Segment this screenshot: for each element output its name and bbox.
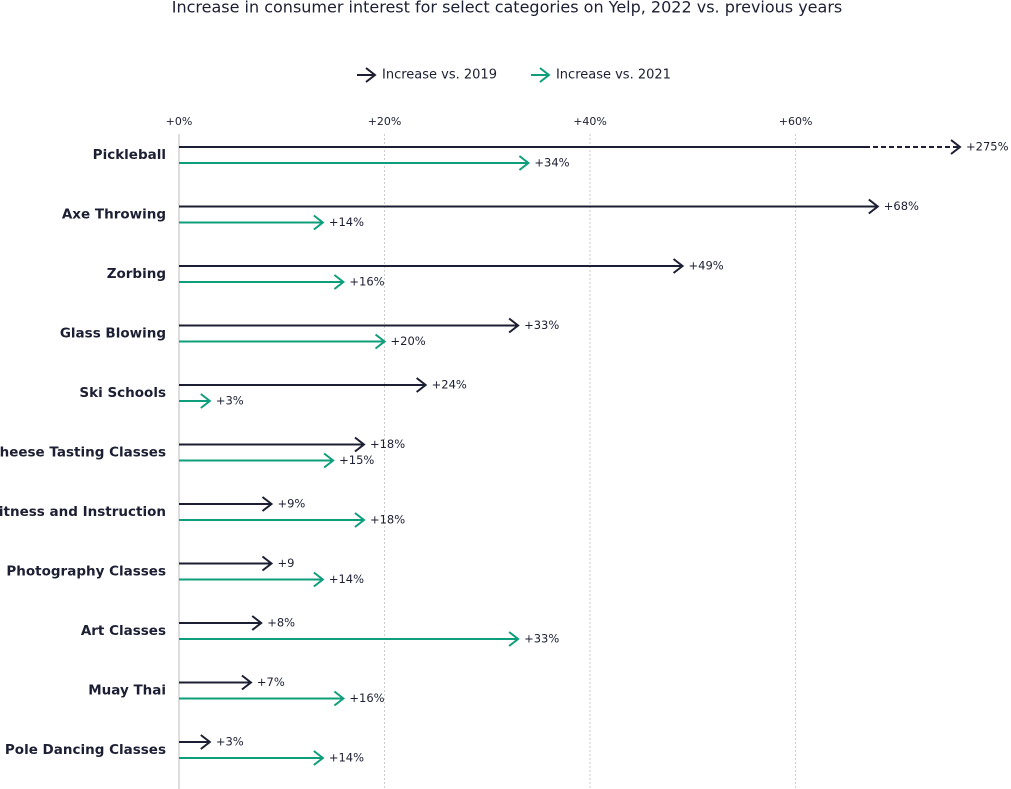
- arrow-head: [200, 734, 212, 750]
- value-label: +7%: [257, 675, 285, 689]
- arrow-head: [354, 512, 366, 528]
- arrow-head: [374, 333, 387, 350]
- value-label: +18%: [370, 437, 405, 451]
- value-label: +33%: [524, 318, 559, 332]
- value-label: +49%: [689, 259, 724, 273]
- chart-title: Increase in consumer interest for select…: [172, 0, 842, 17]
- arrow-head: [354, 436, 366, 453]
- arrow-head: [365, 67, 377, 83]
- value-label: +15%: [339, 453, 374, 467]
- category-label: Pole Dancing Classes: [5, 742, 166, 758]
- arrow-head: [416, 377, 428, 393]
- value-label: +14%: [329, 751, 364, 765]
- arrow-head: [313, 214, 325, 231]
- value-label: +275%: [966, 140, 1009, 154]
- arrow-head: [508, 317, 520, 334]
- x-tick-label: +20%: [368, 115, 402, 128]
- value-label: +24%: [432, 378, 467, 392]
- arrow-head: [333, 274, 346, 290]
- arrow: [179, 198, 880, 215]
- arrow: [179, 674, 253, 691]
- value-label: +34%: [534, 156, 569, 170]
- category-label: Axe Throwing: [62, 207, 166, 223]
- category-label: Muay Thai: [88, 683, 166, 699]
- arrow: [179, 393, 212, 409]
- arrow: [179, 214, 325, 231]
- arrow: [179, 377, 428, 393]
- arrow-head: [672, 258, 685, 274]
- value-label: +3%: [216, 735, 244, 749]
- value-label: +16%: [349, 691, 384, 705]
- arrow-head: [868, 198, 880, 215]
- arrow-head: [313, 750, 325, 766]
- arrow: [179, 274, 346, 290]
- x-tick-label: +40%: [573, 115, 607, 128]
- arrow-head: [261, 555, 274, 572]
- arrow: [179, 496, 274, 512]
- arrow: [179, 436, 366, 453]
- arrow-head: [313, 571, 325, 588]
- value-label: +9%: [277, 497, 305, 511]
- arrow-head: [950, 139, 962, 155]
- value-label: +18%: [370, 513, 405, 527]
- category-label: Cheese Tasting Classes: [0, 445, 166, 461]
- value-label: +9: [277, 556, 294, 570]
- arrow: [179, 333, 387, 350]
- arrow-head: [539, 67, 551, 83]
- legend-label: Increase vs. 2021: [556, 68, 671, 83]
- arrow: [179, 258, 685, 274]
- arrow-head: [508, 631, 520, 647]
- x-tick-label: +0%: [166, 115, 193, 128]
- arrow: [179, 512, 366, 528]
- category-label: Art Classes: [81, 623, 166, 639]
- arrow-head: [241, 674, 253, 691]
- arrow: [179, 555, 274, 572]
- arrow-head: [333, 690, 346, 707]
- category-label: Pickleball: [93, 147, 166, 163]
- arrow: [179, 631, 520, 647]
- value-label: +3%: [216, 394, 244, 408]
- value-label: +16%: [349, 275, 384, 289]
- value-label: +8%: [267, 616, 295, 630]
- category-label: Zorbing: [107, 266, 166, 282]
- arrow: [179, 750, 325, 766]
- arrow: [179, 615, 263, 631]
- arrow-head: [200, 393, 212, 409]
- arrow: [179, 452, 335, 469]
- value-label: +14%: [329, 215, 364, 229]
- arrow-head: [261, 496, 274, 512]
- value-label: +20%: [391, 334, 426, 348]
- arrow: [179, 139, 962, 155]
- value-label: +68%: [884, 199, 919, 213]
- x-tick-label: +60%: [779, 115, 813, 128]
- arrow: [179, 734, 212, 750]
- category-label: Photography Classes: [6, 564, 166, 580]
- arrow: [179, 155, 531, 171]
- arrow: [179, 571, 325, 588]
- arrow-head: [518, 155, 531, 171]
- category-label: Fitness and Instruction: [0, 504, 166, 520]
- category-label: Glass Blowing: [60, 326, 166, 342]
- legend-label: Increase vs. 2019: [382, 68, 497, 83]
- value-label: +14%: [329, 572, 364, 586]
- arrow: [179, 690, 346, 707]
- arrow-head: [251, 615, 263, 631]
- category-label: Ski Schools: [79, 385, 166, 401]
- value-label: +33%: [524, 632, 559, 646]
- arrow-head: [323, 452, 335, 469]
- arrow: [179, 317, 520, 334]
